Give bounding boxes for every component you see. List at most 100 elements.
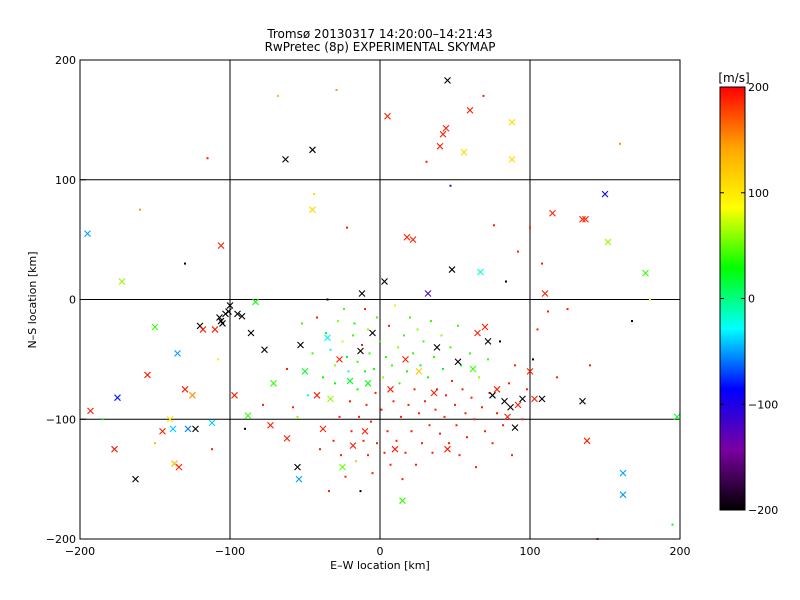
data-point-cross [118, 278, 126, 285]
data-point-dot [436, 388, 438, 391]
data-point-cross [384, 112, 391, 120]
data-point-dot [380, 408, 383, 411]
x-axis-ticks: −200 −100 0 100 200 [65, 533, 691, 558]
data-point-dot [346, 355, 348, 358]
data-point-cross [460, 148, 468, 156]
x-tick-label: 200 [670, 545, 691, 558]
data-point-cross [184, 425, 192, 433]
grid-lines [80, 60, 680, 539]
data-point-dot [338, 415, 341, 418]
data-point-dot [416, 328, 419, 331]
data-point-cross [151, 323, 159, 331]
data-point-dot [364, 370, 366, 373]
data-point-cross [381, 278, 388, 285]
data-point-cross [504, 413, 511, 421]
data-point-cross [579, 397, 586, 405]
data-point-cross [415, 367, 423, 375]
data-point-cross [166, 415, 174, 423]
data-point-dot [206, 157, 209, 160]
data-point-dot [370, 420, 372, 423]
data-point-cross [538, 395, 546, 403]
data-point-dot [397, 346, 399, 349]
data-point-cross [261, 346, 268, 354]
data-point-dot [389, 463, 392, 466]
data-point-cross [192, 425, 199, 433]
data-point-dot [362, 439, 365, 442]
data-point-dot [398, 382, 401, 385]
data-point-cross [484, 338, 492, 345]
data-point-dot [440, 334, 443, 337]
data-point-dot [340, 454, 342, 457]
data-point-cross [387, 385, 394, 393]
data-point-dot [547, 310, 549, 313]
data-point-dot [407, 403, 410, 406]
data-point-dot [382, 376, 384, 379]
data-point-dot [458, 454, 461, 457]
data-point-dot [460, 364, 462, 367]
y-axis-label: N–S location [km] [26, 251, 39, 348]
data-point-cross [619, 469, 627, 477]
data-point-dot [313, 193, 315, 196]
data-point-cross [282, 156, 289, 163]
data-point-cross [364, 379, 372, 387]
data-point-cross [477, 268, 484, 276]
data-point-dot [325, 332, 327, 335]
data-point-cross [433, 344, 441, 351]
data-point-dot [421, 442, 423, 445]
data-point-dot [442, 367, 444, 370]
data-points [84, 76, 681, 540]
data-point-dot [352, 334, 354, 337]
data-point-cross [324, 334, 331, 342]
colorbar-ticks: 200 100 0 −100 −200 [720, 81, 778, 517]
data-point-dot [419, 364, 422, 367]
colorbar-tick-label: 100 [748, 187, 769, 200]
data-point-cross [507, 403, 514, 411]
data-point-dot [439, 432, 441, 435]
data-point-dot [388, 324, 390, 327]
data-point-cross [313, 391, 321, 399]
data-point-cross [391, 445, 399, 453]
data-point-dot [466, 436, 468, 439]
data-point-cross [175, 463, 183, 471]
data-point-dot [454, 403, 456, 406]
data-point-dot [211, 448, 213, 451]
data-point-dot [262, 403, 264, 406]
data-point-cross [144, 371, 151, 379]
data-point-cross [673, 413, 681, 421]
data-point-dot [532, 358, 534, 361]
data-point-dot [404, 451, 407, 454]
data-point-dot [361, 344, 363, 347]
data-point-cross [283, 435, 291, 442]
data-point-cross [448, 266, 456, 273]
data-point-cross [601, 190, 609, 198]
data-point-dot [359, 490, 362, 493]
data-point-cross [403, 233, 411, 241]
data-point-cross [111, 445, 118, 453]
data-point-dot [391, 364, 393, 367]
data-point-dot [487, 358, 489, 361]
data-point-cross [402, 355, 409, 363]
data-point-dot [383, 451, 386, 454]
data-point-dot [367, 328, 369, 331]
data-point-dot [364, 308, 366, 311]
data-point-dot [358, 415, 360, 418]
data-point-dot [334, 364, 336, 367]
data-point-cross [159, 427, 166, 435]
data-point-dot [139, 208, 141, 211]
data-point-dot [379, 340, 381, 343]
y-tick-label: 200 [55, 54, 76, 67]
data-point-cross [357, 347, 364, 355]
data-point-cross [409, 236, 417, 244]
data-point-dot [481, 406, 483, 409]
data-point-dot [491, 442, 494, 445]
data-point-dot [619, 142, 621, 145]
data-point-cross [508, 118, 516, 126]
data-point-cross [208, 419, 216, 427]
data-point-cross [267, 421, 274, 429]
data-point-cross [541, 290, 549, 297]
data-point-dot [410, 430, 413, 433]
data-point-dot [401, 478, 404, 481]
data-point-cross [309, 206, 316, 214]
data-point-dot [341, 340, 344, 343]
data-point-dot [316, 316, 318, 319]
